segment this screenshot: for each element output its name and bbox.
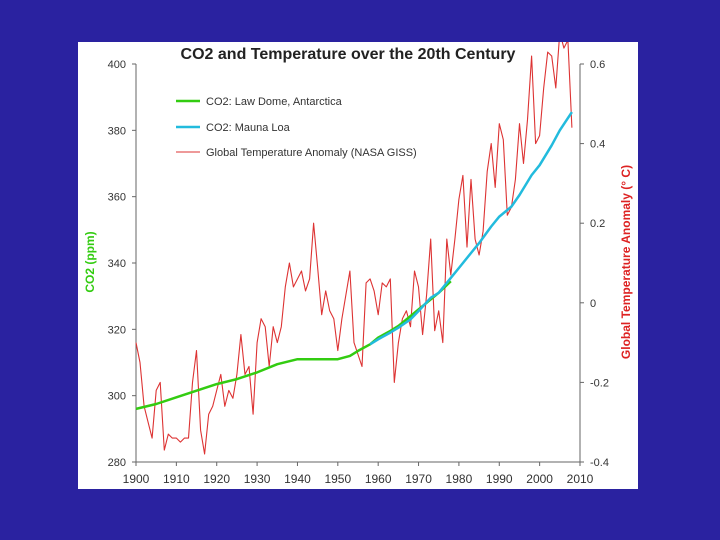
x-tick-label: 1930 bbox=[244, 472, 271, 486]
y-tick-label-temperature: 0 bbox=[590, 298, 596, 310]
x-tick-label: 1960 bbox=[365, 472, 392, 486]
legend-label-temperature: Global Temperature Anomaly (NASA GISS) bbox=[206, 147, 417, 159]
y-tick-label-co2: 340 bbox=[108, 258, 126, 270]
y-tick-label-temperature: 0.6 bbox=[590, 59, 605, 71]
y-tick-label-co2: 320 bbox=[108, 324, 126, 336]
legend-label-mauna-loa: CO2: Mauna Loa bbox=[206, 122, 291, 134]
x-tick-label: 1920 bbox=[203, 472, 230, 486]
chart-panel: CO2 and Temperature over the 20th Centur… bbox=[78, 42, 638, 489]
plot-area: 1900 1910 1920 1930 1940 1950 1960 1970 1980 1990… bbox=[108, 42, 609, 486]
series-line-temperature bbox=[135, 42, 573, 455]
co2-temperature-chart: CO2 and Temperature over the 20th Centur… bbox=[83, 42, 633, 486]
y-tick-label-co2: 400 bbox=[108, 59, 126, 71]
y-tick-label-co2: 380 bbox=[108, 125, 126, 137]
y-tick-label-temperature: -0.4 bbox=[590, 457, 609, 469]
series-line-mauna-loa bbox=[369, 111, 573, 346]
y-axis-label-temperature: Global Temperature Anomaly (° C) bbox=[619, 165, 633, 359]
x-tick-label: 2010 bbox=[567, 472, 594, 486]
y-tick-label-temperature: 0.2 bbox=[590, 218, 605, 230]
x-tick-label: 1950 bbox=[324, 472, 351, 486]
legend-label-law-dome: CO2: Law Dome, Antarctica bbox=[206, 96, 343, 108]
y-tick-label-temperature: -0.2 bbox=[590, 377, 609, 389]
y-tick-label-co2: 300 bbox=[108, 391, 126, 403]
x-tick-label: 1970 bbox=[405, 472, 432, 486]
series-line-law-dome bbox=[135, 280, 452, 411]
x-tick-label: 1910 bbox=[163, 472, 190, 486]
x-tick-label: 2000 bbox=[526, 472, 553, 486]
y-tick-label-co2: 280 bbox=[108, 457, 126, 469]
x-tick-label: 1980 bbox=[446, 472, 473, 486]
legend: CO2: Law Dome, Antarctica CO2: Mauna Loa… bbox=[176, 96, 417, 159]
y-tick-label-co2: 360 bbox=[108, 192, 126, 204]
x-tick-label: 1940 bbox=[284, 472, 311, 486]
y-tick-label-temperature: 0.4 bbox=[590, 139, 605, 151]
x-tick-label: 1900 bbox=[123, 472, 150, 486]
y-axis-label-co2: CO2 (ppm) bbox=[83, 231, 97, 292]
chart-title: CO2 and Temperature over the 20th Centur… bbox=[181, 46, 516, 63]
x-tick-label: 1990 bbox=[486, 472, 513, 486]
